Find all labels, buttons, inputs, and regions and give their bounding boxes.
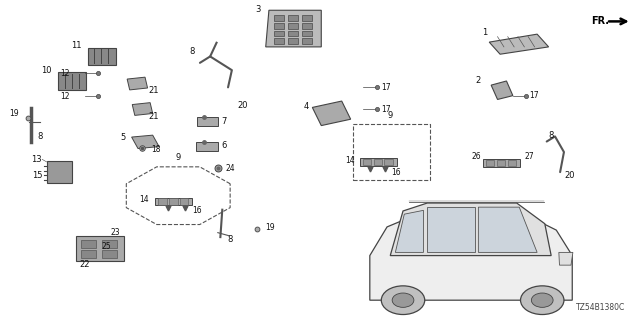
Text: 17: 17 (381, 105, 391, 114)
Text: 9: 9 (175, 153, 181, 162)
Ellipse shape (392, 293, 414, 307)
Text: 8: 8 (189, 47, 195, 56)
Bar (302, 15, 312, 21)
Polygon shape (370, 211, 572, 300)
Bar (88, 48, 116, 65)
Bar (483, 159, 520, 167)
Text: 8: 8 (227, 235, 233, 244)
Bar (274, 23, 284, 29)
Text: 24: 24 (225, 164, 235, 173)
Text: 20: 20 (237, 101, 248, 110)
Bar (58, 72, 86, 90)
Text: 27: 27 (524, 152, 534, 161)
Polygon shape (478, 207, 537, 252)
Bar (170, 198, 177, 204)
Polygon shape (266, 10, 321, 47)
Text: 22: 22 (80, 260, 90, 269)
Text: 20: 20 (564, 171, 575, 180)
Text: 16: 16 (192, 205, 202, 214)
Bar (274, 15, 284, 21)
Bar (102, 240, 117, 248)
Text: 8: 8 (548, 131, 554, 140)
Text: 21: 21 (149, 86, 159, 95)
Bar (374, 159, 382, 165)
Text: FR.: FR. (591, 16, 609, 27)
Text: 9: 9 (388, 111, 393, 120)
Bar (497, 160, 505, 166)
Text: 2: 2 (476, 76, 481, 85)
Polygon shape (489, 34, 548, 54)
Text: 8: 8 (38, 132, 43, 140)
Bar (288, 38, 298, 44)
Polygon shape (428, 207, 474, 252)
Text: 6: 6 (221, 141, 227, 150)
Text: 1: 1 (482, 28, 488, 37)
Bar (302, 31, 312, 36)
Bar (288, 15, 298, 21)
Text: 17: 17 (529, 91, 539, 100)
Bar (385, 159, 393, 165)
Text: 12: 12 (60, 92, 70, 101)
Text: 17: 17 (381, 83, 391, 92)
Text: 3: 3 (255, 5, 260, 14)
Polygon shape (491, 81, 513, 100)
Polygon shape (132, 103, 153, 116)
Bar (102, 251, 117, 258)
Bar (353, 124, 430, 180)
Text: 19: 19 (265, 223, 275, 232)
Bar (81, 251, 97, 258)
Bar (76, 236, 124, 261)
Bar (274, 38, 284, 44)
Text: 26: 26 (471, 152, 481, 161)
Bar (274, 31, 284, 36)
Text: 19: 19 (9, 109, 19, 118)
Bar (159, 198, 167, 204)
Text: 10: 10 (42, 66, 52, 75)
Text: 13: 13 (31, 155, 42, 164)
Polygon shape (396, 210, 424, 252)
Text: 16: 16 (392, 168, 401, 177)
Polygon shape (390, 203, 551, 256)
Text: 4: 4 (303, 102, 308, 111)
Bar (288, 23, 298, 29)
Bar (197, 117, 218, 125)
Bar (363, 159, 371, 165)
Text: 5: 5 (120, 132, 126, 141)
Polygon shape (559, 252, 573, 265)
Bar (156, 197, 192, 205)
Bar (196, 142, 218, 151)
Text: 21: 21 (149, 112, 159, 121)
Polygon shape (127, 77, 148, 90)
Bar (508, 160, 516, 166)
Bar (360, 158, 397, 166)
Text: 18: 18 (152, 145, 161, 154)
Bar (486, 160, 494, 166)
Text: TZ54B1380C: TZ54B1380C (576, 303, 625, 312)
Text: 15: 15 (32, 171, 42, 180)
Ellipse shape (520, 286, 564, 315)
Text: 23: 23 (111, 228, 120, 237)
Ellipse shape (531, 293, 553, 307)
Bar (302, 38, 312, 44)
Bar (180, 198, 188, 204)
Polygon shape (312, 101, 351, 125)
Bar (47, 161, 72, 183)
Text: 25: 25 (102, 242, 111, 251)
Text: 11: 11 (70, 41, 81, 50)
Ellipse shape (381, 286, 425, 315)
Text: 12: 12 (60, 69, 70, 78)
Text: 14: 14 (346, 156, 355, 164)
Bar (302, 23, 312, 29)
Text: 7: 7 (221, 116, 227, 126)
Bar (81, 240, 97, 248)
Text: 14: 14 (140, 195, 149, 204)
Polygon shape (132, 135, 159, 148)
Bar (288, 31, 298, 36)
